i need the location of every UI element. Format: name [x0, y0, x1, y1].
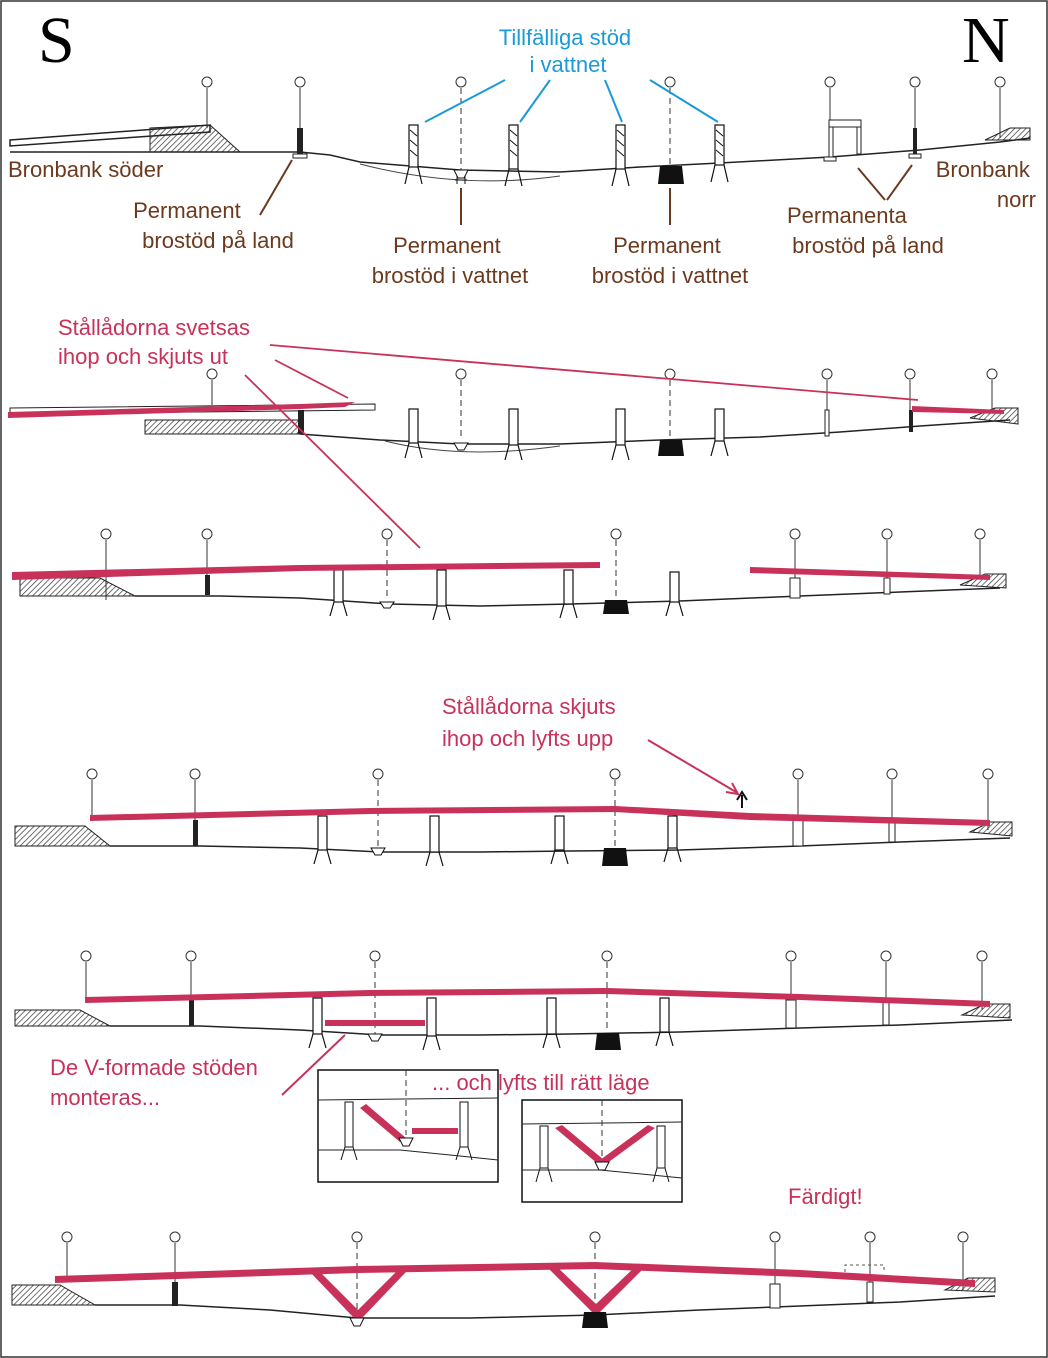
v-support-members-stage-5 [325, 1020, 425, 1026]
svg-text:Permanent brostöd på lan: Permanent brostöd på land [133, 198, 294, 253]
ground-line-1 [10, 137, 1031, 173]
land-supports-right-label-1: Permanenta [787, 203, 908, 228]
push-lift-note-line-2: ihop och lyfts upp [442, 726, 613, 751]
inset-lifting [521, 1099, 683, 1203]
north-label: N [962, 4, 1010, 77]
deck-stage-5 [85, 988, 990, 1007]
svg-text:De V-formade stöden mont: De V-formade stöden monteras... [50, 1055, 264, 1110]
stage-6: Färdigt! [11, 1184, 996, 1328]
deck-final [55, 1262, 975, 1287]
bank-north-label-2: norr [997, 187, 1036, 212]
stage-1: Tillfälliga stöd i vattnet Bronbank söde… [8, 25, 1036, 288]
inset-lift-note: ... och lyfts till rätt läge [432, 1070, 650, 1095]
land-supports-right-label-2: brostöd på land [792, 233, 944, 258]
bank-south-label: Bronbank söder [8, 157, 163, 182]
water-support-2-label-2: brostöd i vattnet [592, 263, 749, 288]
deck-north-stage-3 [750, 567, 990, 580]
v-support-3-final [310, 1270, 406, 1318]
deck-south-stage-2 [8, 402, 355, 418]
temp-supports-label-2: i vattnet [529, 52, 606, 77]
svg-text:Stållådorna skjuts ihop: Stållådorna skjuts ihop och lyfts upp [442, 694, 622, 751]
water-support-2-label-1: Permanent [613, 233, 721, 258]
land-support-left-label-1: Permanent [133, 198, 241, 223]
deck-stage-4 [90, 806, 990, 826]
svg-text:Permanent brostöd i vatt: Permanent brostöd i vattnet [372, 233, 529, 288]
stage-5: De V-formade stöden monteras... [14, 950, 1013, 1203]
weld-note-line-1: Stållådorna svetsas [58, 315, 250, 340]
bank-north-label-1: Bronbank [936, 157, 1031, 182]
push-lift-note-line-1: Stållådorna skjuts [442, 694, 616, 719]
weld-note-line-2: ihop och skjuts ut [58, 344, 228, 369]
stage-3 [12, 528, 1007, 621]
inset-mounting [317, 1069, 499, 1183]
water-support-1-label-2: brostöd i vattnet [372, 263, 529, 288]
svg-text:Bronbank norr: Bronbank norr [936, 157, 1036, 212]
land-support-left-label-2: brostöd på land [142, 228, 294, 253]
stage-2: Stållådorna svetsas ihop och skjuts ut [8, 315, 1019, 549]
deck-south-stage-3 [12, 562, 600, 580]
water-support-1-label-1: Permanent [393, 233, 501, 258]
temp-supports-label-1: Tillfälliga stöd [499, 25, 631, 50]
svg-text:Permanenta brostöd på la: Permanenta brostöd på land [787, 203, 944, 258]
south-label: S [38, 4, 75, 77]
svg-text:Stållådorna svetsas ihop: Stållådorna svetsas ihop och skjuts ut [58, 315, 256, 369]
v-supports-note-line-2: monteras... [50, 1085, 160, 1110]
deck-north-stage-2 [912, 406, 1004, 414]
v-supports-note-line-1: De V-formade stöden [50, 1055, 258, 1080]
svg-text:Tillfälliga stöd i vattn: Tillfälliga stöd i vattnet [499, 25, 638, 77]
svg-text:Permanent brostöd i vatt: Permanent brostöd i vattnet [592, 233, 749, 288]
stage-4: Stållådorna skjuts ihop och lyfts upp [14, 694, 1013, 867]
done-label: Färdigt! [788, 1184, 863, 1209]
v-support-4-final [548, 1266, 644, 1312]
